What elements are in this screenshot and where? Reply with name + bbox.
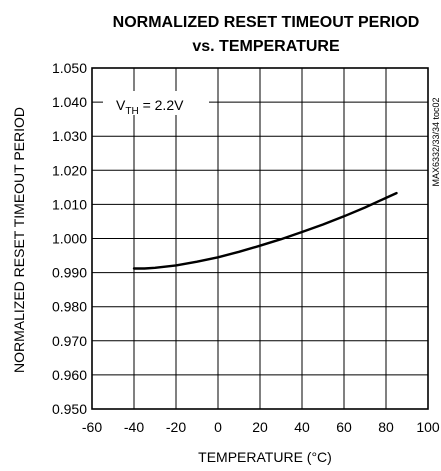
x-tick-label: 100 [416,419,440,435]
annotation-suffix: = 2.2V [139,97,184,113]
y-tick-label: 0.980 [52,299,87,315]
watermark: MAX6332/33/34 toc02 [431,97,441,186]
x-tick-label: 0 [214,419,222,435]
series-line [132,191,398,270]
plot-frame [91,67,429,410]
y-axis-label: NORMALIZED RESET TIMEOUT PERIOD [11,107,27,373]
y-tick-label: 1.000 [52,231,87,247]
y-tick-labels: 0.950 0.960 0.970 0.980 0.990 1.000 1.010 1.020… [52,60,87,417]
y-tick-label: 0.950 [52,401,87,417]
x-tick-label: 20 [252,419,268,435]
annotation-text: VTH = 2.2V [116,97,184,117]
y-tick-label: 0.970 [52,333,87,349]
x-tick-label: -40 [124,419,144,435]
y-tick-label: 1.050 [52,60,87,76]
y-tick-label: 0.990 [52,265,87,281]
series [132,191,398,270]
x-axis-label: TEMPERATURE (°C) [198,449,332,465]
vth-annotation: VTH = 2.2V [103,91,209,117]
grid [92,68,428,409]
x-tick-label: 60 [336,419,352,435]
y-tick-label: 1.020 [52,162,87,178]
annotation-subscript: TH [125,106,138,117]
y-tick-label: 0.960 [52,367,87,383]
x-tick-label: -60 [82,419,102,435]
x-tick-label: -20 [166,419,186,435]
x-tick-label: 80 [378,419,394,435]
x-tick-label: 40 [294,419,310,435]
x-tick-labels: -60 -40 -20 0 20 40 60 80 100 [82,419,440,435]
annotation-prefix: V [116,97,126,113]
annotation-background [103,91,209,115]
y-tick-label: 1.040 [52,94,87,110]
chart-title-line1: NORMALIZED RESET TIMEOUT PERIOD [113,14,420,31]
chart-title-line2: vs. TEMPERATURE [192,38,340,55]
y-tick-label: 1.010 [52,196,87,212]
y-tick-label: 1.030 [52,128,87,144]
